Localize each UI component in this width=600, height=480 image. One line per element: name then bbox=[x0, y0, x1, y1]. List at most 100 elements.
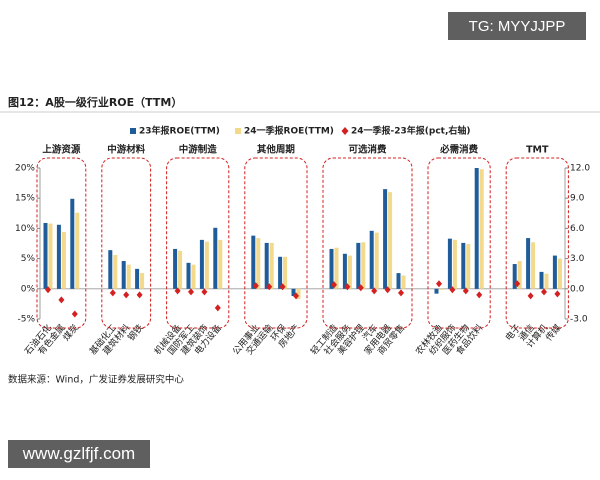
group-box bbox=[427, 157, 491, 329]
bar bbox=[186, 262, 191, 289]
bar bbox=[539, 271, 544, 289]
bar bbox=[526, 238, 531, 289]
group-box bbox=[101, 157, 152, 329]
bar bbox=[474, 168, 479, 289]
point bbox=[384, 286, 391, 294]
point bbox=[123, 291, 130, 299]
point bbox=[214, 304, 221, 312]
bar bbox=[43, 222, 48, 289]
point bbox=[344, 283, 351, 291]
y2-tick-label: 12.0 bbox=[570, 164, 590, 174]
point bbox=[436, 280, 442, 288]
bar bbox=[113, 254, 118, 289]
bar bbox=[178, 250, 183, 289]
group-box bbox=[505, 157, 569, 329]
source: 数据来源：Wind，广发证券发展研究中心 bbox=[8, 374, 184, 386]
bar bbox=[251, 235, 256, 289]
bar bbox=[121, 261, 126, 289]
y-tick-label: -5% bbox=[17, 315, 35, 325]
point bbox=[188, 288, 194, 296]
point bbox=[541, 288, 547, 296]
bar bbox=[557, 258, 562, 289]
legend-label: 24一季报ROE(TTM) bbox=[244, 125, 334, 137]
point bbox=[201, 288, 208, 296]
point bbox=[136, 291, 143, 299]
bar bbox=[369, 230, 374, 289]
bar bbox=[56, 224, 61, 289]
bar bbox=[347, 255, 352, 289]
point bbox=[371, 287, 378, 295]
bar bbox=[199, 239, 204, 289]
bar bbox=[291, 288, 296, 297]
point bbox=[449, 286, 456, 294]
group-box bbox=[166, 157, 230, 329]
bar bbox=[334, 247, 339, 289]
bar bbox=[70, 198, 75, 289]
group-label: 中游制造 bbox=[179, 144, 218, 156]
y-tick-label: 5% bbox=[21, 254, 36, 264]
bar bbox=[434, 288, 439, 294]
y-tick-label: 0% bbox=[21, 284, 36, 294]
bar bbox=[218, 239, 223, 289]
bar bbox=[466, 244, 471, 289]
group-box bbox=[322, 157, 413, 329]
bar bbox=[75, 212, 80, 289]
group-label: 上游资源 bbox=[42, 144, 81, 156]
bar bbox=[552, 255, 557, 289]
bar bbox=[342, 253, 347, 289]
bar bbox=[48, 223, 53, 289]
bar bbox=[447, 238, 452, 289]
point bbox=[398, 289, 404, 297]
point bbox=[109, 289, 116, 297]
bar bbox=[283, 256, 288, 289]
point bbox=[476, 291, 483, 299]
y2-tick-label: 6.0 bbox=[570, 224, 585, 234]
bar bbox=[461, 242, 466, 289]
legend-marker bbox=[235, 128, 241, 134]
point bbox=[45, 286, 51, 294]
bar bbox=[439, 288, 444, 291]
point bbox=[462, 287, 469, 295]
point bbox=[58, 296, 65, 304]
y2-tick-label: 0.0 bbox=[570, 284, 585, 294]
point bbox=[527, 292, 534, 300]
bar bbox=[388, 192, 393, 289]
y-tick-label: 10% bbox=[15, 224, 35, 234]
legend-marker bbox=[130, 128, 136, 134]
group-label: 可选消费 bbox=[348, 144, 387, 156]
bar bbox=[296, 288, 301, 300]
y-tick-label: 20% bbox=[15, 164, 35, 174]
bar bbox=[479, 169, 484, 289]
bar bbox=[278, 256, 283, 289]
bar bbox=[256, 238, 261, 289]
legend-label: 24一季报-23年报(pct,右轴) bbox=[351, 125, 471, 137]
bar bbox=[329, 248, 334, 289]
bar bbox=[140, 273, 145, 289]
bar bbox=[191, 264, 196, 289]
bar bbox=[269, 242, 274, 289]
bar bbox=[126, 264, 131, 289]
point bbox=[357, 284, 364, 292]
point bbox=[252, 282, 259, 290]
bar bbox=[517, 261, 522, 289]
group-label: 中游材料 bbox=[107, 144, 146, 156]
group-label: TMT bbox=[526, 145, 549, 156]
legend-marker bbox=[341, 127, 349, 135]
y2-tick-label: 9.0 bbox=[570, 194, 585, 204]
bar bbox=[383, 189, 388, 289]
bar bbox=[512, 264, 517, 289]
bar bbox=[361, 242, 366, 289]
watermark: TG: MYYJJPP bbox=[448, 12, 586, 40]
bar bbox=[204, 241, 209, 289]
bar bbox=[401, 275, 406, 289]
bar bbox=[531, 242, 536, 289]
bar bbox=[213, 227, 218, 289]
bar bbox=[452, 239, 457, 289]
bar bbox=[374, 232, 379, 289]
bar bbox=[544, 273, 549, 289]
point bbox=[554, 290, 561, 298]
y2-tick-label: -3.0 bbox=[570, 315, 588, 325]
point bbox=[279, 283, 286, 291]
point bbox=[293, 292, 299, 300]
